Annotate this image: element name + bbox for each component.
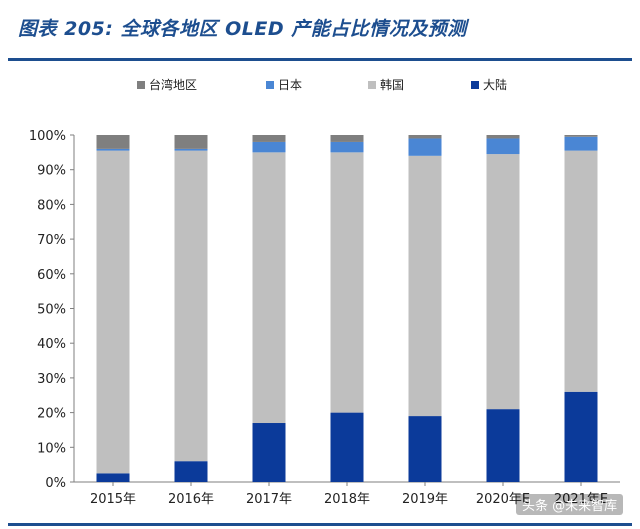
title-divider	[8, 58, 632, 61]
legend-label: 日本	[278, 78, 302, 92]
bar-segment-韩国	[252, 152, 286, 424]
bar-segment-日本	[330, 141, 364, 153]
bar-segment-大陆	[408, 416, 442, 482]
legend-label: 台湾地区	[149, 77, 197, 92]
bar-segment-韩国	[486, 154, 520, 410]
bar-segment-大陆	[486, 409, 520, 482]
bar-segment-大陆	[174, 461, 208, 482]
bar-segment-韩国	[330, 152, 364, 413]
bar-segment-台湾地区	[252, 135, 286, 142]
bar-segment-韩国	[564, 150, 598, 392]
y-tick-label: 90%	[37, 164, 66, 179]
bar-segment-大陆	[96, 473, 130, 482]
y-tick-label: 40%	[37, 337, 66, 352]
bar-segment-韩国	[408, 155, 442, 417]
legend-swatch	[368, 81, 376, 89]
bar-segment-日本	[564, 136, 598, 151]
legend-swatch	[471, 81, 479, 89]
x-tick-label: 2021年E	[554, 492, 608, 507]
x-tick-label: 2015年	[90, 492, 136, 507]
y-tick-label: 80%	[37, 198, 66, 213]
y-tick-label: 30%	[37, 372, 66, 387]
y-tick-label: 0%	[45, 476, 66, 491]
bar-segment-日本	[96, 148, 130, 151]
x-tick-label: 2017年	[246, 492, 292, 507]
y-tick-label: 50%	[37, 303, 66, 318]
bar-segment-台湾地区	[174, 135, 208, 149]
bar-segment-台湾地区	[408, 135, 442, 139]
bar-segment-台湾地区	[330, 135, 364, 142]
bar-segment-韩国	[174, 150, 208, 462]
footer-divider	[8, 523, 632, 526]
legend-swatch	[137, 81, 145, 89]
x-tick-label: 2019年	[402, 492, 448, 507]
bar-segment-大陆	[330, 412, 364, 482]
legend-swatch	[266, 81, 274, 89]
bar-segment-大陆	[252, 423, 286, 482]
watermark: 头条 @未来智库	[516, 494, 624, 515]
bar-segment-韩国	[96, 150, 130, 474]
x-tick-label: 2020年E	[476, 492, 530, 507]
y-tick-label: 10%	[37, 441, 66, 456]
bar-segment-台湾地区	[564, 135, 598, 137]
y-tick-label: 70%	[37, 233, 66, 248]
chart-title: 图表 205: 全球各地区 OLED 产能占比情况及预测	[18, 18, 467, 40]
bar-segment-日本	[174, 148, 208, 151]
legend-label: 大陆	[483, 77, 507, 92]
bar-segment-台湾地区	[486, 135, 520, 139]
y-tick-label: 20%	[37, 407, 66, 422]
bar-segment-大陆	[564, 391, 598, 482]
bar-segment-日本	[486, 138, 520, 155]
bar-segment-日本	[408, 138, 442, 156]
x-tick-label: 2018年	[324, 492, 370, 507]
y-tick-label: 60%	[37, 268, 66, 283]
y-tick-label: 100%	[29, 129, 66, 144]
x-tick-label: 2016年	[168, 492, 214, 507]
legend-label: 韩国	[380, 77, 404, 92]
bar-segment-日本	[252, 141, 286, 153]
bar-segment-台湾地区	[96, 135, 130, 149]
